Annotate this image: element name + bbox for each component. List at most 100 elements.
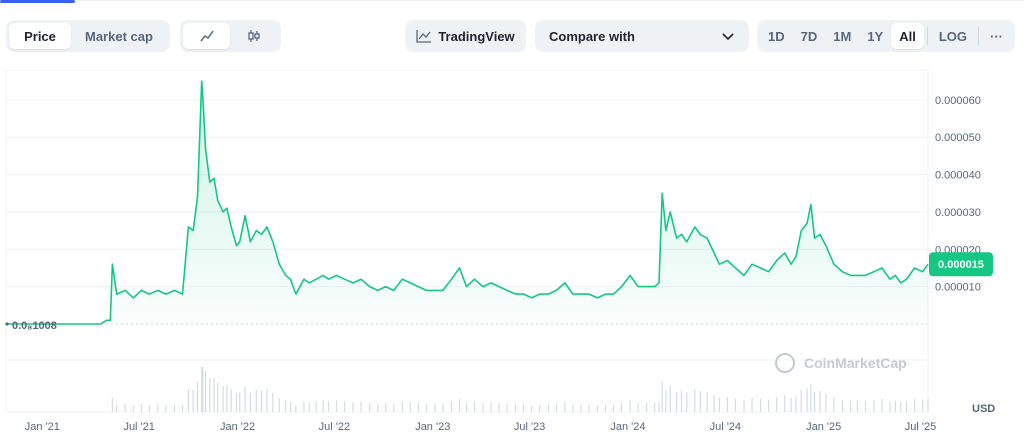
volume-bar [686, 392, 688, 412]
volume-bar [629, 400, 631, 412]
line-chart-icon [199, 30, 214, 42]
volume-bar [417, 403, 419, 412]
volume-bar [661, 381, 663, 412]
x-tick-label: Jan '25 [806, 421, 841, 433]
volume-bar [343, 401, 346, 412]
volume-bar [425, 404, 427, 412]
volume-bar [295, 404, 297, 412]
volume-bar [132, 405, 134, 412]
volume-bar [515, 404, 517, 412]
volume-bar [776, 397, 778, 412]
volume-bar [856, 400, 859, 412]
current-price-badge-bg [929, 252, 993, 277]
volume-bar [226, 384, 228, 412]
volume-bar [303, 401, 305, 412]
volume-bar [315, 401, 317, 412]
line-chart-button[interactable] [183, 23, 230, 49]
volume-bar [157, 404, 159, 412]
volume-bar [572, 404, 574, 412]
y-tick-label: 0.000060 [935, 95, 981, 107]
volume-bar [165, 404, 167, 412]
volume-bar [450, 401, 453, 412]
volume-bar [806, 388, 808, 412]
x-tick-label: Jan '22 [220, 421, 255, 433]
chart-gridlines [5, 69, 929, 413]
range-1m[interactable]: 1M [833, 28, 852, 44]
volume-bar [148, 404, 150, 412]
price-tab[interactable]: Price [9, 23, 71, 49]
volume-bar [523, 404, 525, 412]
volume-bar [409, 402, 411, 412]
x-tick-label: Jul '21 [123, 421, 154, 433]
volume-bar [900, 402, 902, 412]
market-cap-tab[interactable]: Market cap [85, 28, 153, 44]
chart-type-toggle: Price Market cap [6, 20, 170, 52]
volume-bar [927, 397, 929, 412]
volume-bar [308, 402, 310, 412]
volume-bar [795, 396, 797, 412]
current-price-label: 0.000015 [938, 259, 984, 271]
volume-bar [726, 397, 729, 412]
y-tick-label: 0.000010 [935, 282, 981, 294]
volume-bar [266, 389, 268, 412]
x-tick-label: Jan '21 [25, 421, 60, 433]
compare-with-label: Compare with [549, 28, 635, 44]
volume-bar [814, 391, 816, 412]
volume-bar [718, 397, 721, 412]
volume-bar [202, 367, 204, 412]
volume-bar [442, 404, 444, 412]
x-tick-label: Jul '25 [905, 421, 936, 433]
volume-bar [889, 401, 891, 412]
volume-bar [204, 370, 207, 412]
price-chart[interactable]: CoinMarketCap 0.0₈1008 0.000010 0.000020 0… [0, 62, 1024, 434]
volume-bar [833, 397, 835, 412]
volume-bar [335, 400, 338, 412]
volume-bar [261, 390, 263, 412]
range-1d[interactable]: 1D [768, 28, 785, 44]
volume-bar [881, 398, 883, 412]
volume-bar [914, 398, 916, 412]
volume-bars [111, 367, 929, 412]
volume-bar [612, 404, 615, 412]
volume-bar [564, 402, 566, 412]
volume-bar [360, 401, 362, 412]
volume-bar [922, 399, 924, 412]
watermark: CoinMarketCap [775, 353, 907, 373]
log-scale-toggle[interactable]: LOG [938, 28, 968, 44]
volume-bar [580, 404, 582, 412]
more-options-button[interactable]: ··· [990, 28, 1004, 44]
tradingview-button[interactable]: TradingView [405, 20, 526, 52]
range-divider [926, 27, 928, 45]
volume-bar [506, 404, 508, 412]
volume-bar [646, 403, 648, 412]
tradingview-label: TradingView [438, 28, 515, 44]
range-7d[interactable]: 7D [800, 28, 818, 44]
x-tick-label: Jan '24 [610, 421, 645, 433]
volume-bar [322, 400, 324, 412]
x-tick-label: Jan '23 [415, 421, 450, 433]
volume-bar [285, 400, 287, 412]
volume-bar [894, 400, 896, 412]
chevron-down-icon [722, 33, 734, 41]
volume-bar [222, 385, 224, 412]
volume-bar [434, 404, 436, 412]
current-price-badge: 0.000015 [929, 252, 993, 277]
range-all[interactable]: All [891, 23, 924, 49]
volume-bar [760, 398, 762, 412]
volume-bar [676, 391, 678, 412]
x-axis: Jan '21 Jul '21 Jan '22 Jul '22 Jan '23 Jul '… [25, 421, 936, 433]
x-tick-label: Jul '22 [319, 421, 350, 433]
volume-bar [239, 392, 241, 412]
volume-bar [401, 401, 403, 412]
volume-bar [713, 395, 715, 412]
volume-bar [784, 395, 786, 412]
watermark-logo-icon [775, 353, 795, 373]
range-1y[interactable]: 1Y [867, 28, 884, 44]
volume-bar [385, 403, 387, 412]
volume-bar [588, 404, 590, 412]
volume-bar [140, 404, 142, 412]
candlestick-chart-button[interactable] [230, 23, 277, 49]
compare-with-dropdown[interactable]: Compare with [535, 20, 749, 52]
volume-bar [751, 397, 753, 412]
volume-bar [235, 393, 238, 412]
